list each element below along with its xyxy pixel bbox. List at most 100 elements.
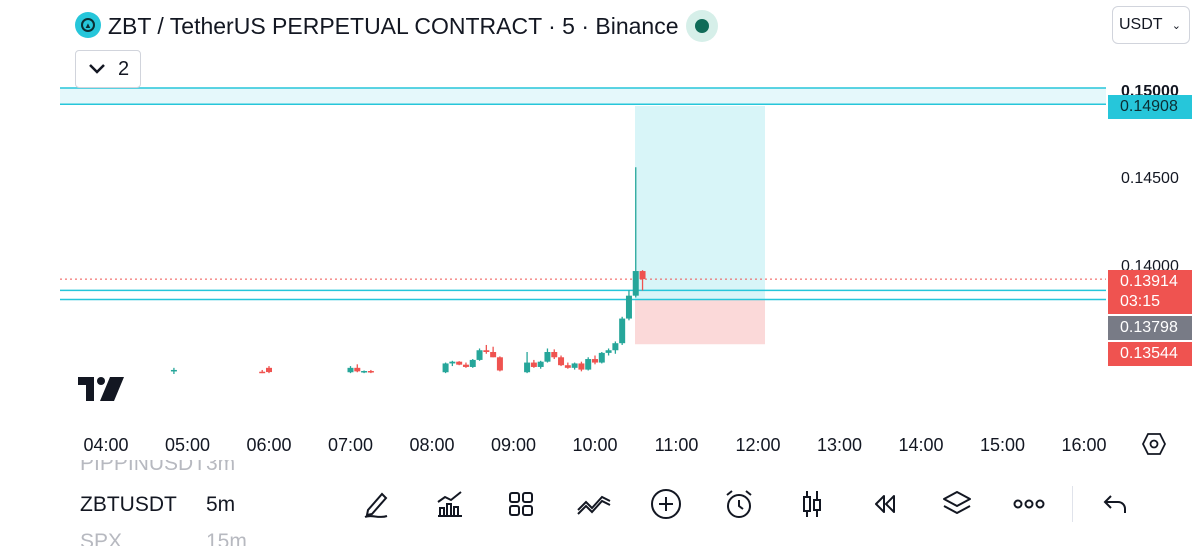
candle-body — [496, 357, 503, 371]
time-tick-label: 15:00 — [979, 435, 1026, 455]
resistance-zone — [60, 88, 1106, 105]
chevron-down-icon: ⌄ — [1171, 19, 1181, 32]
currency-selector[interactable]: USDT ⌄ — [1112, 6, 1190, 44]
candle-body — [524, 362, 531, 373]
chart-bars-icon — [437, 491, 462, 517]
symbol-name: PIPPINUSDT — [80, 460, 206, 475]
candle-body — [625, 295, 632, 319]
more-dots-icon — [1013, 499, 1045, 509]
add-button[interactable] — [648, 486, 684, 522]
candle-body — [578, 363, 585, 370]
candle-body — [544, 352, 551, 362]
plus-circle-icon — [651, 489, 681, 519]
candle-body — [530, 362, 537, 367]
time-tick-label: 13:00 — [816, 435, 863, 455]
candle-body — [367, 371, 374, 373]
current-price-tag: 0.13914 03:15 — [1108, 270, 1192, 314]
price-tick-label: 0.14500 — [1121, 170, 1179, 187]
candle-body — [605, 350, 612, 353]
layers-button[interactable] — [939, 486, 975, 522]
symbol-name: ZBTUSDT — [80, 493, 177, 516]
candle-body — [347, 367, 354, 373]
candle-body — [266, 367, 272, 373]
indicator-count: 2 — [118, 57, 130, 80]
toolbar-divider — [1072, 486, 1073, 522]
chart-settings-icon[interactable] — [1142, 432, 1166, 456]
candle-body — [551, 352, 558, 358]
candle-body — [619, 318, 626, 344]
position-profit-zone — [635, 106, 765, 300]
rewind-icon — [875, 495, 895, 513]
candle-body — [612, 343, 619, 351]
candle-body — [564, 365, 571, 368]
position-loss-zone — [635, 299, 765, 345]
pencil-icon — [364, 492, 388, 518]
symbol-logo-icon[interactable]: ▲ — [75, 12, 101, 38]
time-tick-label: 07:00 — [327, 435, 374, 455]
symbol-wheel-item[interactable]: PIPPINUSDT 3m — [80, 460, 280, 476]
more-button[interactable] — [1011, 486, 1047, 522]
candle-body — [361, 371, 368, 373]
time-tick-label: 08:00 — [409, 435, 455, 455]
entry-price-tag: 0.13798 — [1108, 316, 1192, 340]
candle-body — [170, 369, 177, 372]
time-tick-label: 16:00 — [1061, 435, 1107, 455]
candle-body — [483, 350, 490, 352]
chart-title[interactable]: ZBT / TetherUS PERPETUAL CONTRACT · 5 · … — [108, 13, 679, 39]
layouts-button[interactable] — [503, 486, 539, 522]
candle-body — [592, 359, 598, 363]
candle-body — [259, 371, 266, 374]
candle-body — [462, 364, 469, 367]
candle-body — [354, 367, 361, 372]
time-tick-label: 05:00 — [164, 435, 211, 455]
grid-icon — [509, 492, 533, 516]
symbol-interval: 3m — [206, 460, 236, 475]
candle-body — [558, 357, 565, 366]
undo-arrow-icon — [1103, 495, 1126, 513]
price-chart[interactable] — [0, 60, 1200, 460]
stop-price-tag: 0.13544 — [1108, 342, 1192, 366]
candle-body — [490, 352, 497, 358]
target-price-tag: 0.14908 — [1108, 95, 1192, 119]
symbol-wheel-item-selected[interactable]: ZBTUSDT 5m — [80, 493, 280, 517]
candle-body — [571, 363, 578, 368]
symbol-wheel-item[interactable]: SPX 15m — [80, 530, 280, 546]
trend-button[interactable] — [576, 486, 612, 522]
candle-body — [449, 361, 456, 364]
time-tick-label: 06:00 — [246, 435, 292, 455]
candle-body — [456, 361, 463, 365]
undo-button[interactable] — [1097, 486, 1133, 522]
candle-body — [537, 361, 544, 367]
market-status-indicator[interactable] — [686, 10, 718, 42]
time-tick-label: 14:00 — [898, 435, 944, 455]
chart-type-button[interactable] — [794, 486, 830, 522]
bar-countdown: 03:15 — [1120, 293, 1161, 310]
symbol-interval: 15m — [206, 530, 247, 546]
symbol-picker-wheel[interactable]: PIPPINUSDT 3m ZBTUSDT 5m SPX 15m — [70, 460, 280, 546]
candles-icon — [803, 491, 821, 517]
replay-button[interactable] — [866, 486, 902, 522]
time-tick-label: 09:00 — [490, 435, 537, 455]
current-price-value: 0.13914 — [1120, 273, 1178, 290]
layers-icon — [943, 491, 971, 514]
trend-lines-icon — [577, 495, 611, 515]
symbol-interval: 5m — [206, 493, 236, 516]
candle-body — [598, 352, 605, 363]
candle-body — [476, 350, 483, 360]
market-open-dot-icon — [695, 19, 709, 33]
currency-label: USDT — [1119, 16, 1163, 33]
time-tick-label: 11:00 — [654, 435, 699, 455]
indicators-button[interactable] — [431, 486, 467, 522]
time-tick-label: 10:00 — [572, 435, 618, 455]
draw-button[interactable] — [358, 486, 394, 522]
candle-body — [469, 359, 476, 367]
candle-body — [632, 271, 639, 296]
chevron-down-icon — [89, 64, 105, 74]
alarm-clock-icon — [726, 490, 752, 518]
indicators-collapse-button[interactable]: 2 — [75, 50, 141, 88]
candle-body — [639, 271, 646, 280]
symbol-name: SPX — [80, 530, 123, 546]
alert-button[interactable] — [721, 486, 757, 522]
candle-body — [585, 359, 592, 370]
tradingview-logo — [78, 377, 124, 401]
